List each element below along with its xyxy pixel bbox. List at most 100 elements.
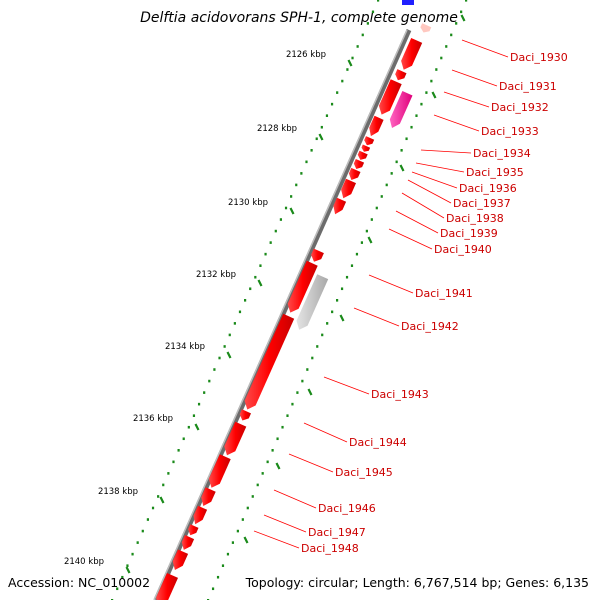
gene-label[interactable]: Daci_1939 xyxy=(440,227,498,240)
scale-label: 2138 kbp xyxy=(98,487,138,497)
gene-label[interactable]: Daci_1930 xyxy=(510,51,568,64)
outer-scale-dots xyxy=(111,0,380,600)
gene-label[interactable]: Daci_1942 xyxy=(401,320,459,333)
gene-forward xyxy=(201,487,216,506)
map-title: Delftia acidovorans SPH-1, complete geno… xyxy=(140,10,458,26)
gene-forward xyxy=(287,260,318,313)
scale-track xyxy=(111,0,468,600)
gene-forward xyxy=(208,454,231,488)
leader-line xyxy=(433,114,480,132)
gene-forward xyxy=(244,313,295,410)
gene-forward xyxy=(401,38,423,70)
gene-forward xyxy=(369,115,384,137)
scale-tick xyxy=(257,279,263,287)
gene-forward xyxy=(311,248,324,262)
scale-tick xyxy=(318,133,324,141)
leader-line xyxy=(461,39,509,58)
gene-forward xyxy=(172,549,189,570)
accession-label: Accession: NC_010002 xyxy=(8,575,150,590)
leader-line xyxy=(323,376,370,395)
gene-label[interactable]: Daci_1932 xyxy=(491,101,549,114)
scale-label: 2130 kbp xyxy=(228,198,268,208)
inner-scale-tick xyxy=(399,164,405,172)
scale-tick xyxy=(194,423,200,431)
leader-line xyxy=(253,530,300,549)
scale-label: 2126 kbp xyxy=(286,50,326,60)
scale-labels: 2126 kbp 2128 kbp 2130 kbp 2132 kbp 2134 kbp… xyxy=(64,50,326,567)
gene-label[interactable]: Daci_1945 xyxy=(335,466,393,479)
gene-pale xyxy=(420,23,432,33)
gene-label[interactable]: Daci_1935 xyxy=(466,166,524,179)
scale-label: 2140 kbp xyxy=(64,557,104,567)
leader-line xyxy=(401,192,445,219)
inner-scale-tick xyxy=(307,388,313,396)
gene-forward xyxy=(395,69,407,81)
leader-line xyxy=(288,453,334,473)
leader-line xyxy=(368,274,414,294)
genome-backbone xyxy=(153,28,412,600)
inner-scale-tick xyxy=(275,462,281,470)
gene-label[interactable]: Daci_1943 xyxy=(371,388,429,401)
scale-tick xyxy=(226,351,232,359)
scale-tick xyxy=(289,207,295,215)
gene-label[interactable]: Daci_1934 xyxy=(473,147,531,160)
inner-scale-tick xyxy=(367,236,373,244)
gene-label[interactable]: Daci_1948 xyxy=(301,542,359,555)
leader-line xyxy=(395,210,439,234)
leader-line xyxy=(273,489,317,509)
scale-label: 2132 kbp xyxy=(196,270,236,280)
scale-label: 2134 kbp xyxy=(165,342,205,352)
gene-label[interactable]: Daci_1940 xyxy=(434,243,492,256)
gene-label[interactable]: Daci_1931 xyxy=(499,80,557,93)
scale-tick xyxy=(159,496,165,504)
inner-scale-tick xyxy=(243,536,249,544)
gene-forward xyxy=(188,524,199,536)
inner-scale-tick xyxy=(460,14,466,22)
gene-labels: Daci_1930 Daci_1931 Daci_1932 Daci_1933 Daci… xyxy=(301,51,568,555)
gene-forward xyxy=(239,409,251,421)
genome-summary-label: Topology: circular; Length: 6,767,514 bp… xyxy=(245,575,589,590)
inner-scale-dots xyxy=(207,0,468,600)
gene-forward xyxy=(181,535,195,550)
gene-label[interactable]: Daci_1947 xyxy=(308,526,366,539)
leader-line xyxy=(415,162,465,173)
gene-forward xyxy=(333,197,347,215)
scale-tick xyxy=(347,59,353,67)
gene-forward xyxy=(364,136,375,146)
gene-forward xyxy=(357,150,368,160)
leader-line xyxy=(407,179,452,204)
gene-label[interactable]: Daci_1938 xyxy=(446,212,504,225)
gene-highlight xyxy=(389,91,413,128)
scale-label: 2136 kbp xyxy=(133,414,173,424)
gene-label[interactable]: Daci_1946 xyxy=(318,502,376,515)
gene-forward xyxy=(224,421,247,456)
leader-line xyxy=(411,171,458,189)
leader-line xyxy=(443,91,490,108)
gene-label[interactable]: Daci_1937 xyxy=(453,197,511,210)
label-leader-lines xyxy=(253,39,509,549)
gene-forward xyxy=(378,79,402,115)
scale-tick xyxy=(125,566,131,574)
gene-forward xyxy=(341,178,356,199)
leader-line xyxy=(451,69,498,87)
gene-forward xyxy=(361,144,371,152)
gene-forward xyxy=(348,167,361,180)
gene-label[interactable]: Daci_1941 xyxy=(415,287,473,300)
leader-line xyxy=(388,228,433,250)
scale-label: 2128 kbp xyxy=(257,124,297,134)
gene-forward xyxy=(353,159,365,169)
leader-line xyxy=(303,422,348,443)
gene-label[interactable]: Daci_1936 xyxy=(459,182,517,195)
gene-forward xyxy=(156,573,178,600)
gene-label[interactable]: Daci_1944 xyxy=(349,436,407,449)
gene-pseudo xyxy=(296,274,329,330)
gene-forward xyxy=(193,505,208,525)
leader-line xyxy=(353,307,400,327)
leader-line xyxy=(420,149,472,154)
inner-scale-tick xyxy=(431,91,437,99)
gene-blue xyxy=(402,0,414,5)
gene-label[interactable]: Daci_1933 xyxy=(481,125,539,138)
inner-scale-tick xyxy=(339,314,345,322)
gene-track xyxy=(156,0,432,600)
